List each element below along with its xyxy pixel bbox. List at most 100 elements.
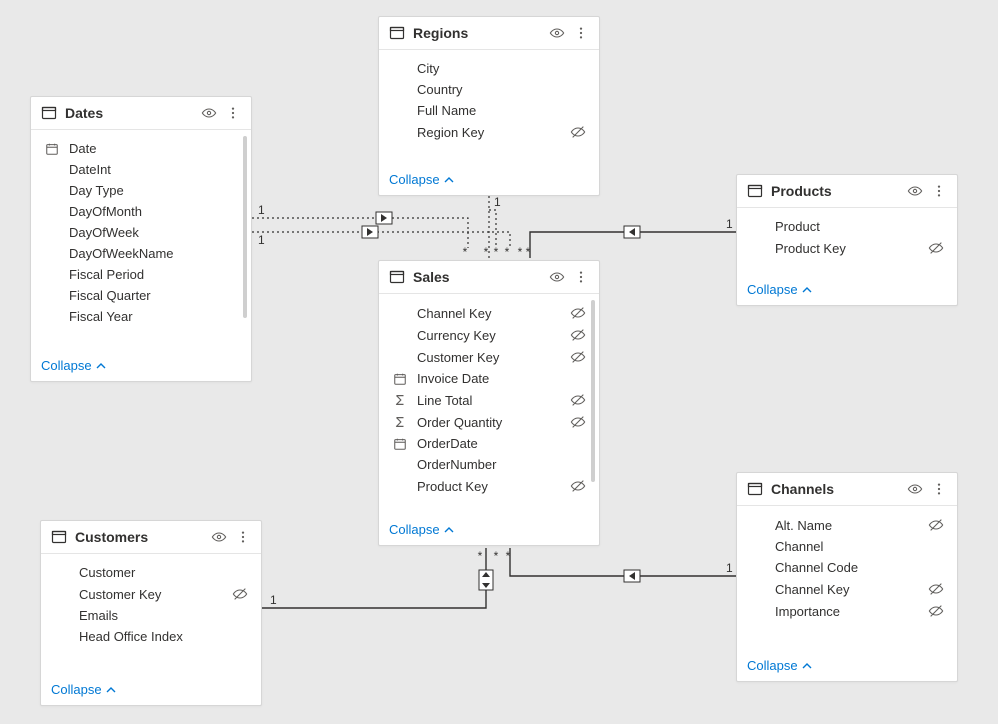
hidden-icon — [927, 581, 945, 597]
field-row[interactable]: Channel — [741, 536, 953, 557]
more-icon[interactable] — [235, 529, 251, 545]
field-row[interactable]: OrderNumber — [383, 454, 595, 475]
visibility-icon[interactable] — [907, 183, 923, 199]
model-canvas: 1 * 1 * 1 * * * 1 * 1 — [0, 0, 998, 724]
table-sales[interactable]: Sales Channel Key Currency KeyCustomer Ke… — [378, 260, 600, 546]
field-row[interactable]: Fiscal Quarter — [35, 285, 247, 306]
more-icon[interactable] — [573, 269, 589, 285]
field-row[interactable]: Product Key — [383, 475, 595, 497]
more-icon[interactable] — [931, 481, 947, 497]
collapse-label: Collapse — [51, 682, 102, 697]
table-header: Regions — [379, 17, 599, 50]
field-label: Fiscal Quarter — [69, 288, 213, 303]
field-row[interactable]: OrderDate — [383, 433, 595, 454]
rel-channels-sales[interactable]: 1 * — [506, 548, 736, 582]
field-row[interactable]: DayOfWeek — [35, 222, 247, 243]
collapse-link[interactable]: Collapse — [389, 172, 454, 187]
collapse-link[interactable]: Collapse — [747, 658, 812, 673]
rel-customers-sales[interactable]: 1 * * — [262, 548, 499, 608]
field-label: Channel — [775, 539, 919, 554]
visibility-icon[interactable] — [549, 269, 565, 285]
visibility-icon[interactable] — [907, 481, 923, 497]
field-label: Customer — [79, 565, 223, 580]
rel-dates-sales-2[interactable]: 1 * — [252, 226, 510, 259]
collapse-label: Collapse — [389, 172, 440, 187]
table-regions[interactable]: Regions CityCountry Full Name Region Key C… — [378, 16, 600, 196]
visibility-icon[interactable] — [201, 105, 217, 121]
field-row[interactable]: Channel Key — [741, 578, 953, 600]
svg-text:*: * — [478, 549, 483, 563]
field-row[interactable]: Channel Code — [741, 557, 953, 578]
collapse-link[interactable]: Collapse — [389, 522, 454, 537]
hidden-icon — [569, 305, 587, 321]
field-label: Fiscal Year — [69, 309, 213, 324]
table-header: Products — [737, 175, 957, 208]
table-dates[interactable]: Dates DateDateIntDay TypeDayOfMonthDayOf… — [30, 96, 252, 382]
field-row[interactable]: Line Total — [383, 389, 595, 411]
visibility-icon[interactable] — [211, 529, 227, 545]
field-row[interactable]: Product — [741, 216, 953, 237]
field-label: Channel Key — [417, 306, 561, 321]
more-icon[interactable] — [573, 25, 589, 41]
field-label: Full Name — [417, 103, 561, 118]
field-row[interactable]: City — [383, 58, 595, 79]
field-row[interactable]: Day Type — [35, 180, 247, 201]
field-row[interactable]: Customer Key — [383, 346, 595, 368]
rel-regions-sales[interactable]: 1 * * * — [484, 195, 523, 259]
field-row[interactable]: Order Quantity — [383, 411, 595, 433]
table-icon — [389, 25, 405, 41]
field-row[interactable]: Date — [35, 138, 247, 159]
field-label: Date — [69, 141, 213, 156]
svg-text:1: 1 — [270, 593, 277, 607]
field-label: Channel Key — [775, 582, 919, 597]
rel-products-sales[interactable]: 1 * — [526, 217, 736, 259]
field-row[interactable]: Customer Key — [45, 583, 257, 605]
field-row[interactable]: Fiscal Year — [35, 306, 247, 327]
field-row[interactable]: Importance — [741, 600, 953, 622]
field-row[interactable]: DateInt — [35, 159, 247, 180]
field-label: Line Total — [417, 393, 561, 408]
svg-text:1: 1 — [258, 203, 265, 217]
collapse-link[interactable]: Collapse — [41, 358, 106, 373]
rel-dates-sales-1[interactable]: 1 * — [252, 203, 468, 259]
table-icon — [41, 105, 57, 121]
field-row[interactable]: Customer — [45, 562, 257, 583]
field-label: Importance — [775, 604, 919, 619]
hidden-icon — [927, 517, 945, 533]
visibility-icon[interactable] — [549, 25, 565, 41]
table-customers[interactable]: Customers CustomerCustomer KeyEmailsHead… — [40, 520, 262, 706]
field-label: Channel Code — [775, 560, 919, 575]
field-row[interactable]: Country — [383, 79, 595, 100]
collapse-link[interactable]: Collapse — [51, 682, 116, 697]
field-row[interactable]: Emails — [45, 605, 257, 626]
hidden-icon — [927, 240, 945, 256]
table-channels[interactable]: Channels Alt. NameChannelChannel CodeCha… — [736, 472, 958, 682]
field-row[interactable]: DayOfMonth — [35, 201, 247, 222]
field-label: Region Key — [417, 125, 561, 140]
field-label: Emails — [79, 608, 223, 623]
field-row[interactable]: Invoice Date — [383, 368, 595, 389]
field-row[interactable]: Fiscal Period — [35, 264, 247, 285]
field-row[interactable]: Alt. Name — [741, 514, 953, 536]
table-icon — [747, 183, 763, 199]
field-row[interactable]: Channel Key — [383, 302, 595, 324]
field-row[interactable]: Product Key — [741, 237, 953, 259]
sigma-icon — [391, 393, 409, 407]
more-icon[interactable] — [931, 183, 947, 199]
field-row[interactable]: Full Name — [383, 100, 595, 121]
table-products[interactable]: Products Product Product Key Collapse — [736, 174, 958, 306]
svg-text:*: * — [494, 549, 499, 563]
field-label: Product — [775, 219, 919, 234]
field-label: DateInt — [69, 162, 213, 177]
collapse-link[interactable]: Collapse — [747, 282, 812, 297]
field-label: Product Key — [775, 241, 919, 256]
field-row[interactable]: Region Key — [383, 121, 595, 143]
field-row[interactable]: DayOfWeekName — [35, 243, 247, 264]
field-row[interactable]: Currency Key — [383, 324, 595, 346]
field-list: Channel Key Currency KeyCustomer KeyInvoi… — [379, 294, 599, 516]
field-row[interactable]: Head Office Index — [45, 626, 257, 647]
table-header: Sales — [379, 261, 599, 294]
hidden-icon — [927, 603, 945, 619]
more-icon[interactable] — [225, 105, 241, 121]
hidden-icon — [569, 392, 587, 408]
